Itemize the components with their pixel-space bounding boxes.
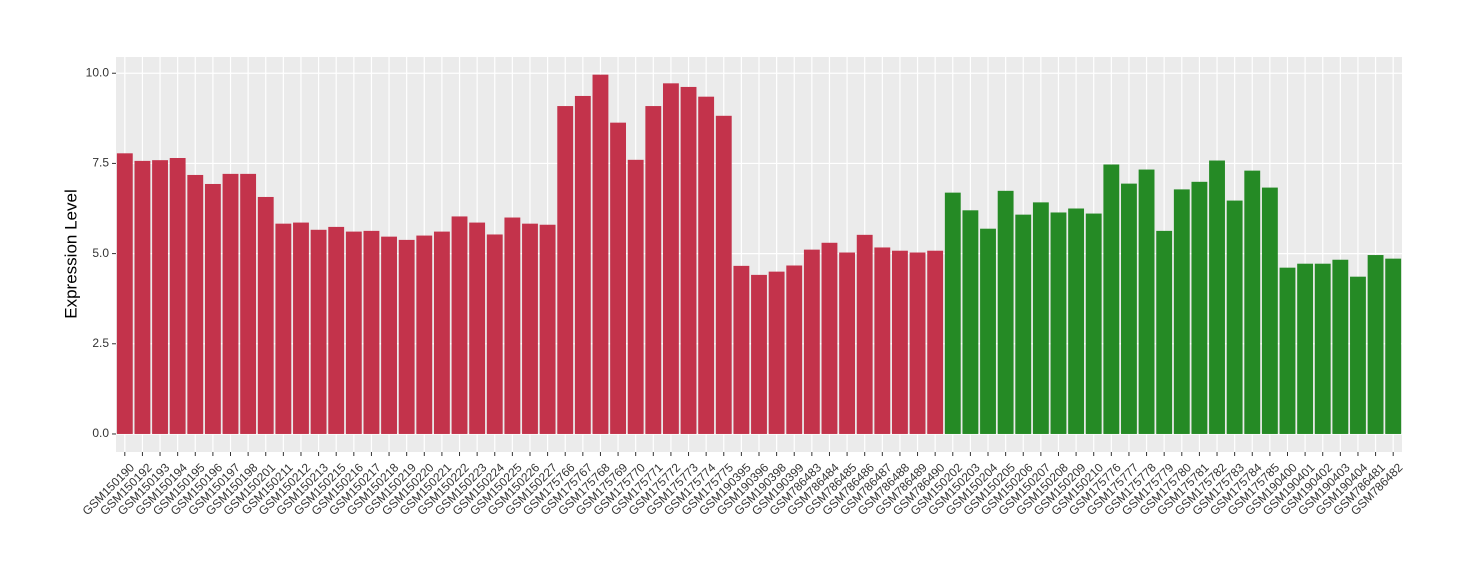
bar [486,234,503,434]
bar [310,229,327,434]
bar [574,95,591,434]
bar [839,252,856,434]
y-tick-label: 2.5 [92,336,109,350]
bar [715,115,732,434]
bar [1173,189,1190,434]
bar [1297,263,1314,434]
bar [416,235,433,434]
bar [433,231,450,434]
bar [751,274,767,434]
bar [116,153,133,434]
bar [240,173,257,434]
bar [821,242,838,434]
bar [1350,276,1366,434]
bar [980,228,996,434]
bar [1015,214,1032,434]
y-tick-label: 7.5 [92,156,109,170]
bar [909,252,926,434]
bar [962,210,979,434]
y-axis-title: Expression Level [61,189,80,318]
y-tick-label: 5.0 [92,246,109,260]
bar [627,159,644,434]
bar [152,160,168,434]
bar [363,230,380,434]
bar [557,106,574,434]
bar [1209,160,1225,434]
bar [1332,259,1349,434]
bar [856,234,873,434]
bar [997,190,1014,434]
bar [733,265,750,434]
bar [1261,187,1278,434]
bar [1085,213,1102,434]
bar [1244,170,1261,434]
bar [698,96,715,434]
bar [398,239,415,434]
bar [1068,208,1085,434]
bar [610,122,626,434]
bar [874,247,891,434]
bar [134,160,151,434]
bar [768,271,785,434]
bar [169,158,186,434]
y-tick-label: 10.0 [86,65,110,79]
bar [539,224,556,434]
bar [1103,164,1120,434]
bar [662,83,679,434]
y-tick-label: 0.0 [92,426,109,440]
bar [786,265,803,434]
bar [592,74,609,434]
bar [257,196,274,434]
bar [1032,202,1049,434]
bar [328,226,345,434]
bar [1156,230,1173,434]
bar [1121,183,1137,434]
bar [187,174,204,434]
bar [1367,255,1384,434]
bar [1314,263,1331,434]
bar [504,217,521,434]
bar [803,249,820,434]
bar [944,192,961,434]
bar [293,222,309,434]
bar [522,223,538,434]
bar [451,216,468,434]
bar [469,222,486,434]
bar [1226,200,1243,434]
bar [204,183,221,434]
bar [1279,267,1296,434]
bar [345,231,362,434]
bar [1385,258,1402,434]
bar [275,223,292,434]
bar [927,250,944,434]
bar [1191,181,1208,434]
bar [222,173,239,434]
bar [892,250,908,434]
bar [645,106,662,434]
bar [1138,169,1155,434]
bar [680,86,697,434]
bar [1050,212,1067,434]
bar [381,236,397,434]
